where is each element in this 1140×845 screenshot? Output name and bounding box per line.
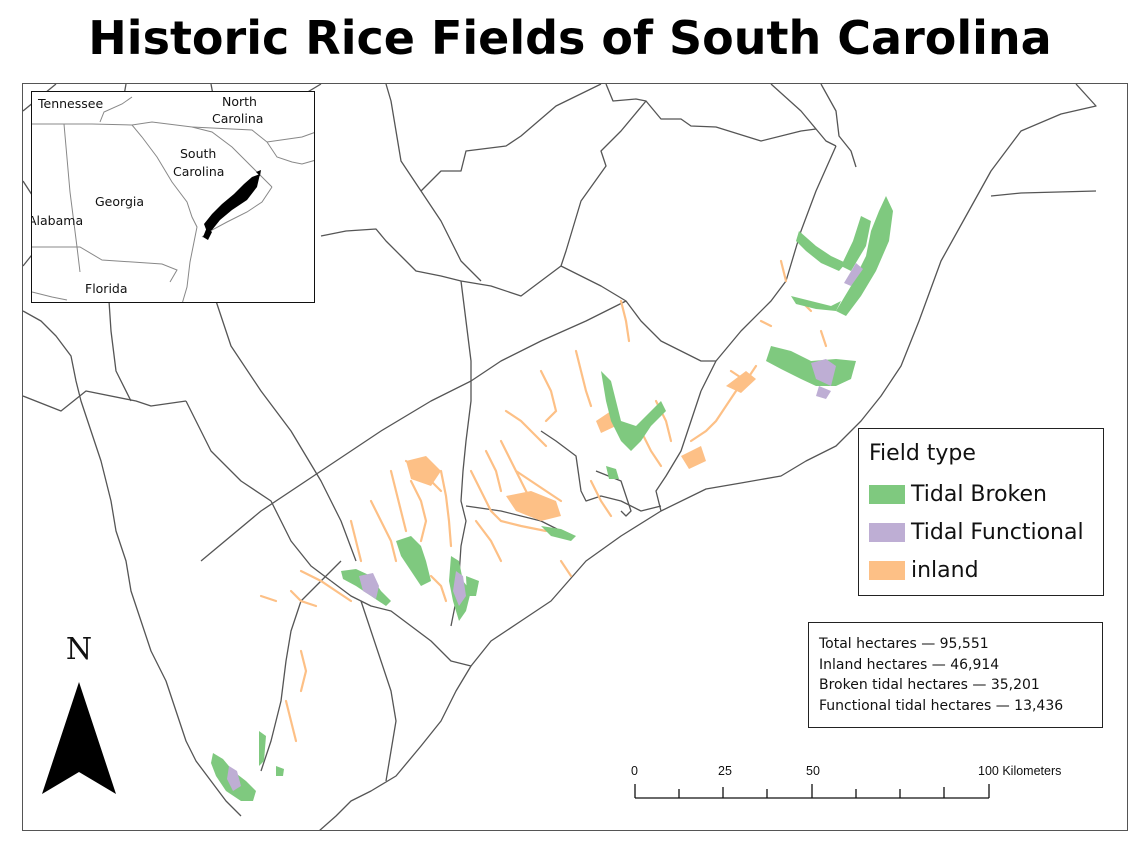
inland-patches xyxy=(406,371,756,521)
inset-label-north-carolina-1: North xyxy=(222,94,257,109)
legend-label: inland xyxy=(911,557,979,583)
inland-swatch xyxy=(869,560,905,580)
scale-label-0: 0 xyxy=(631,764,638,778)
scale-label-25: 25 xyxy=(718,764,732,778)
legend: Field type Tidal Broken Tidal Functional… xyxy=(858,428,1104,596)
north-arrow-icon xyxy=(42,682,116,794)
legend-label: Tidal Functional xyxy=(911,519,1084,545)
rice-field-footprint xyxy=(203,170,261,240)
scale-label-100-km: 100 Kilometers xyxy=(978,764,1062,778)
inland-fields xyxy=(259,259,828,743)
inset-locator-map: Tennessee North Carolina South Carolina … xyxy=(31,91,315,303)
stat-functional-tidal-hectares: Functional tidal hectares — 13,436 xyxy=(819,697,1064,714)
legend-title: Field type xyxy=(869,441,976,466)
inset-label-north-carolina-2: Carolina xyxy=(212,111,264,126)
map-title: Historic Rice Fields of South Carolina xyxy=(88,11,1052,65)
scale-label-50: 50 xyxy=(806,764,820,778)
stat-broken-tidal-hectares: Broken tidal hectares — 35,201 xyxy=(819,677,1040,693)
scale-bar: 0 25 50 100 Kilometers xyxy=(626,764,1106,804)
legend-label: Tidal Broken xyxy=(911,481,1047,507)
inset-label-tennessee: Tennessee xyxy=(38,96,104,111)
inset-label-georgia: Georgia xyxy=(95,194,145,209)
hectare-stats-box: Total hectares — 95,551 Inland hectares … xyxy=(808,622,1103,728)
inset-label-south-carolina-2: Carolina xyxy=(173,164,225,179)
county-boundaries xyxy=(23,84,1097,830)
inset-label-florida: Florida xyxy=(85,281,128,296)
stat-inland-hectares: Inland hectares — 46,914 xyxy=(819,656,1000,673)
tidal-functional-fields xyxy=(227,263,863,791)
tidal-broken-swatch xyxy=(869,484,905,504)
scale-bar-ticks xyxy=(634,784,990,799)
legend-item-tidal-broken: Tidal Broken xyxy=(869,479,1047,509)
state-boundaries xyxy=(32,96,314,302)
inset-label-alabama: Alabama xyxy=(31,213,84,228)
legend-item-inland: inland xyxy=(869,555,979,585)
tidal-functional-swatch xyxy=(869,522,905,542)
inset-label-south-carolina-1: South xyxy=(180,146,217,161)
stat-total-hectares: Total hectares — 95,551 xyxy=(819,636,989,652)
north-arrow: N xyxy=(38,632,128,802)
legend-item-tidal-functional: Tidal Functional xyxy=(869,517,1084,547)
north-letter: N xyxy=(65,632,93,667)
